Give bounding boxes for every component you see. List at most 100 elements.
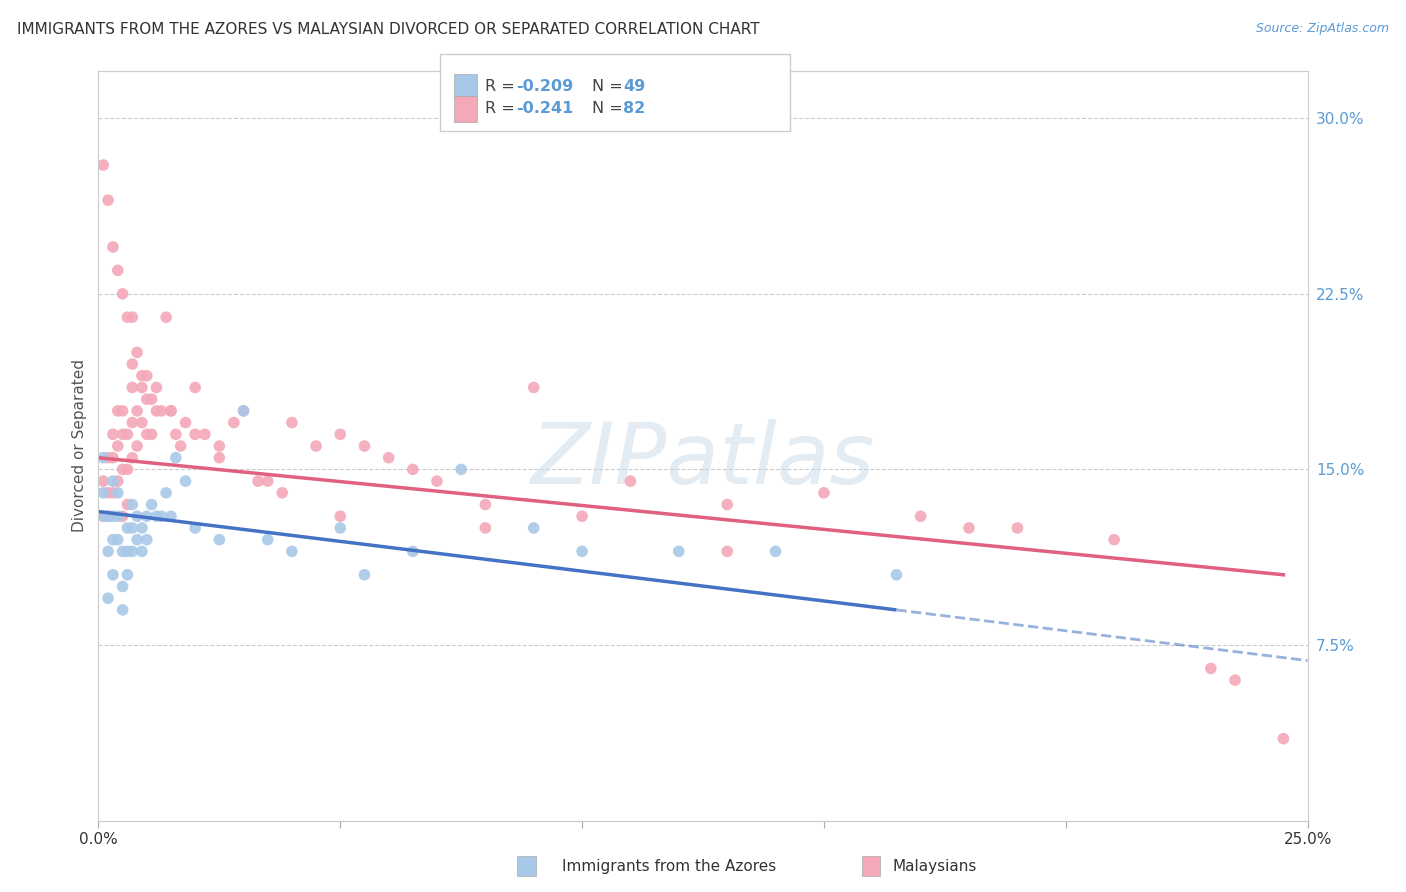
Point bbox=[127, 345, 149, 359]
Point bbox=[135, 533, 157, 547]
Point bbox=[121, 498, 143, 512]
Point bbox=[571, 509, 593, 524]
Point bbox=[145, 509, 167, 524]
Point bbox=[232, 404, 254, 418]
Point bbox=[145, 380, 167, 394]
Point bbox=[101, 427, 124, 442]
Point bbox=[101, 450, 124, 465]
Point bbox=[107, 533, 129, 547]
Point bbox=[160, 509, 183, 524]
Point bbox=[97, 509, 120, 524]
Point bbox=[208, 450, 231, 465]
Point bbox=[117, 427, 139, 442]
Point bbox=[813, 485, 835, 500]
Point bbox=[377, 450, 399, 465]
Point bbox=[184, 521, 207, 535]
Point bbox=[131, 544, 153, 558]
Text: Source: ZipAtlas.com: Source: ZipAtlas.com bbox=[1256, 22, 1389, 36]
Point bbox=[1223, 673, 1246, 688]
Point bbox=[145, 404, 167, 418]
Point bbox=[131, 416, 153, 430]
Point bbox=[474, 521, 496, 535]
Point bbox=[91, 158, 114, 172]
Text: ZIPatlas: ZIPatlas bbox=[531, 419, 875, 502]
Point bbox=[117, 498, 139, 512]
Point bbox=[184, 427, 207, 442]
Point bbox=[523, 380, 546, 394]
Y-axis label: Divorced or Separated: Divorced or Separated bbox=[72, 359, 87, 533]
Text: R =: R = bbox=[485, 102, 520, 116]
Point bbox=[305, 439, 328, 453]
Point bbox=[165, 427, 187, 442]
Text: Malaysians: Malaysians bbox=[893, 859, 977, 873]
Point bbox=[450, 462, 472, 476]
Point bbox=[121, 416, 143, 430]
Text: 82: 82 bbox=[623, 102, 645, 116]
Point bbox=[329, 427, 352, 442]
Point bbox=[256, 474, 278, 488]
Point bbox=[107, 509, 129, 524]
Point bbox=[111, 404, 134, 418]
Point bbox=[160, 404, 183, 418]
Point bbox=[957, 521, 980, 535]
Point bbox=[271, 485, 294, 500]
Point bbox=[121, 380, 143, 394]
Point bbox=[121, 310, 143, 325]
Point bbox=[101, 533, 124, 547]
Point bbox=[155, 485, 177, 500]
Point bbox=[329, 509, 352, 524]
Point bbox=[232, 404, 254, 418]
Point bbox=[121, 521, 143, 535]
Point bbox=[155, 310, 177, 325]
Point bbox=[97, 509, 120, 524]
Point bbox=[97, 193, 120, 207]
Point bbox=[127, 439, 149, 453]
Text: -0.209: -0.209 bbox=[516, 79, 574, 95]
Point bbox=[117, 567, 139, 582]
Point bbox=[131, 521, 153, 535]
Point bbox=[523, 521, 546, 535]
Point bbox=[107, 263, 129, 277]
Point bbox=[101, 485, 124, 500]
Point bbox=[1199, 661, 1222, 675]
Point bbox=[117, 462, 139, 476]
Point bbox=[184, 380, 207, 394]
Point bbox=[111, 580, 134, 594]
Point bbox=[121, 357, 143, 371]
Point bbox=[353, 567, 375, 582]
Point bbox=[135, 392, 157, 407]
Point bbox=[716, 498, 738, 512]
Point bbox=[131, 380, 153, 394]
Point bbox=[160, 404, 183, 418]
Point bbox=[1102, 533, 1125, 547]
Point bbox=[571, 544, 593, 558]
Point bbox=[101, 567, 124, 582]
Point bbox=[117, 544, 139, 558]
Point bbox=[111, 286, 134, 301]
Point bbox=[174, 416, 197, 430]
Point bbox=[135, 509, 157, 524]
Point bbox=[91, 509, 114, 524]
Point bbox=[91, 450, 114, 465]
Point bbox=[169, 439, 191, 453]
Point bbox=[107, 439, 129, 453]
Point bbox=[1272, 731, 1295, 746]
Point bbox=[107, 474, 129, 488]
Point bbox=[121, 544, 143, 558]
Point bbox=[117, 310, 139, 325]
Point bbox=[111, 603, 134, 617]
Point bbox=[117, 521, 139, 535]
Point bbox=[329, 521, 352, 535]
Point bbox=[121, 450, 143, 465]
Text: N =: N = bbox=[592, 102, 628, 116]
Point bbox=[474, 498, 496, 512]
Point bbox=[91, 485, 114, 500]
Text: IMMIGRANTS FROM THE AZORES VS MALAYSIAN DIVORCED OR SEPARATED CORRELATION CHART: IMMIGRANTS FROM THE AZORES VS MALAYSIAN … bbox=[17, 22, 759, 37]
Point bbox=[135, 427, 157, 442]
Point bbox=[174, 474, 197, 488]
Point bbox=[426, 474, 449, 488]
Point bbox=[668, 544, 690, 558]
Text: R =: R = bbox=[485, 79, 520, 95]
Point bbox=[97, 591, 120, 606]
Point bbox=[716, 544, 738, 558]
